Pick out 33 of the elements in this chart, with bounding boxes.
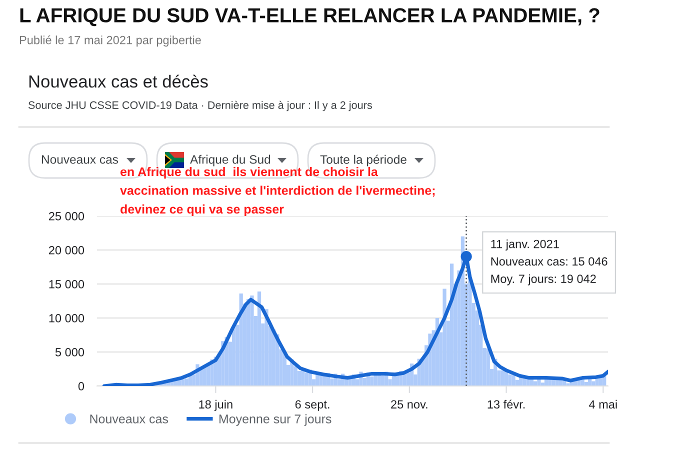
y-tick-label: 25 000 [48,212,84,220]
text: Toute la période [320,154,406,166]
x-tick-label: 25 nov. [391,400,428,409]
source-note: Source JHU CSSE COVID-19 Data · Dernière mise à jour : Il y a 2 jours [28,100,372,112]
bar [181,379,185,386]
x-tick-label: 18 juin [199,400,232,411]
y-tick-label: 10 000 [49,314,84,322]
chart-title: L AFRIQUE DU SUD VA-T-ELLE RELANCER LA PANDEMIE, ? [20,8,600,26]
annotation: 11 janv. 2021 Nouveaux cas: 15 046 Moy. 7 jours: 19 042 [491,240,608,286]
y-tick-label: 20 000 [48,246,84,254]
chart-subtitle: Publié le 17 mai 2021 par pgibertie [20,35,201,47]
annotation: en Afrique du sud ils viennent de choisir la vaccination massive et l'interdiction de l'ivermectine; devinez ce qui va se passer [120,167,435,216]
x-tick-label: 6 sept. [295,400,330,411]
bar [380,376,385,386]
y-tick-label: 5 000 [55,348,84,356]
bar [257,291,262,386]
bar [442,288,446,386]
legend-label: Moyenne sur 7 jours [219,414,332,426]
text: Nouveaux cas et décès [29,74,208,88]
legend-label: Nouveaux cas [90,414,168,424]
bar [184,378,188,386]
bar [512,375,516,386]
bar [592,381,596,386]
y-tick-label: 0 [78,382,84,390]
text: Afrique du Sud [190,154,270,166]
bar [500,370,504,386]
bar [232,326,236,386]
x-tick-label: 13 févr. [488,400,525,409]
y-tick-label: 15 000 [49,280,84,288]
text: Nouveaux cas [42,155,118,164]
bar [468,277,472,386]
x-tick-label: 4 mai [588,400,617,409]
bar [508,374,512,386]
